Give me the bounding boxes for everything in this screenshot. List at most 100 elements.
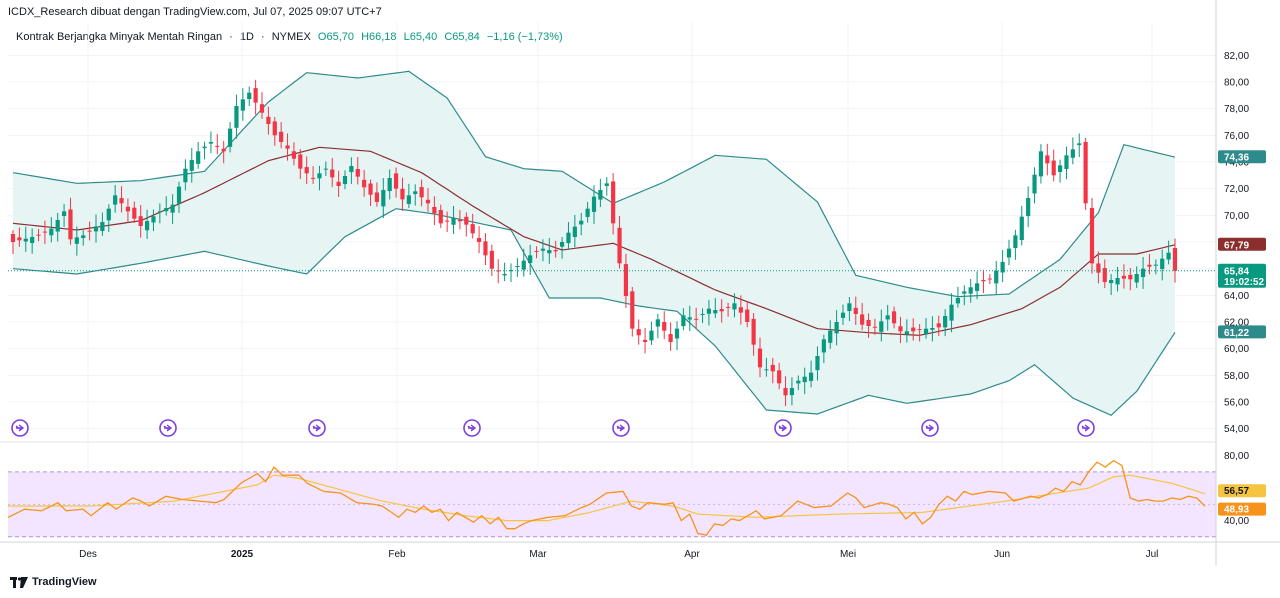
event-arrow-glyph xyxy=(312,424,322,432)
candle-body xyxy=(943,316,948,328)
candle-body xyxy=(898,326,903,332)
candle-body xyxy=(387,178,392,192)
rsi-badge xyxy=(1218,484,1266,498)
candle-body xyxy=(725,306,731,308)
symbol-legend: Kontrak Berjangka Minyak Mentah Ringan ·… xyxy=(16,31,563,43)
candle-body xyxy=(1038,151,1044,177)
interval-label[interactable]: 1D xyxy=(239,31,254,43)
candle-body xyxy=(106,208,111,221)
candle-body xyxy=(738,307,743,313)
candle-body xyxy=(419,187,424,198)
rsi-badge-label: 56,57 xyxy=(1224,486,1249,497)
rsi-ma-line xyxy=(8,474,1206,522)
bollinger-lower-line xyxy=(12,208,1176,417)
candle-body xyxy=(489,250,494,269)
candle-body xyxy=(36,234,41,236)
bollinger-band-fill xyxy=(13,71,1175,416)
candle-body xyxy=(496,270,501,272)
candle-body xyxy=(808,372,814,381)
candle-body xyxy=(272,121,277,136)
candle-body xyxy=(1147,264,1152,267)
candle-body xyxy=(853,307,858,314)
candle-body xyxy=(866,320,871,326)
candle-body xyxy=(528,255,533,264)
candle-body xyxy=(400,188,405,200)
event-arrow-glyph xyxy=(1081,424,1091,432)
candle-body xyxy=(304,167,309,174)
candle-body xyxy=(279,131,284,142)
candle-body xyxy=(49,228,54,236)
candle-body xyxy=(834,322,839,334)
candle-body xyxy=(694,318,699,320)
candle-body xyxy=(732,303,737,310)
price-badge xyxy=(1218,325,1266,339)
symbol-name[interactable]: Kontrak Berjangka Minyak Mentah Ringan xyxy=(16,31,223,43)
candle-body xyxy=(904,331,909,335)
candle-body xyxy=(30,237,35,243)
candle-body xyxy=(1102,268,1107,282)
rsi-tick-label: 80,00 xyxy=(1224,451,1249,462)
candle-body xyxy=(630,291,635,329)
candle-body xyxy=(176,186,182,204)
candle-body xyxy=(189,160,194,171)
candle-body xyxy=(745,309,750,322)
price-badge xyxy=(1218,263,1266,288)
candle-body xyxy=(438,209,443,224)
candle-body xyxy=(534,251,539,253)
event-arrow-glyph xyxy=(778,424,788,432)
time-tick-label: Mei xyxy=(840,549,856,560)
candle-body xyxy=(585,208,590,217)
candle-body xyxy=(885,315,890,320)
candle-body xyxy=(1121,275,1127,279)
candle-body xyxy=(828,330,833,343)
candle-body xyxy=(285,145,290,149)
candle-body xyxy=(1000,262,1005,273)
candle-body xyxy=(1153,264,1158,266)
price-tick-label: 80,00 xyxy=(1224,78,1249,89)
candle-body xyxy=(42,231,48,233)
candle-body xyxy=(1045,155,1050,164)
candle-body xyxy=(662,322,667,331)
candle-body xyxy=(310,177,316,179)
candle-body xyxy=(470,224,475,234)
candle-body xyxy=(374,192,380,202)
price-badge-label: 61,22 xyxy=(1224,328,1249,339)
candle-body xyxy=(183,168,188,183)
candle-body xyxy=(611,181,616,224)
candle-body xyxy=(323,168,328,170)
candle-body xyxy=(1128,274,1133,280)
rsi-badge xyxy=(1218,502,1266,516)
price-tick-label: 54,00 xyxy=(1224,424,1249,435)
candle-body xyxy=(1064,155,1069,169)
candle-body xyxy=(579,220,584,225)
candle-body xyxy=(642,339,648,342)
candle-body xyxy=(783,387,788,396)
candle-body xyxy=(151,216,156,223)
tradingview-footer[interactable]: TradingView xyxy=(10,576,97,588)
candle-body xyxy=(923,328,929,335)
event-arrow-glyph xyxy=(616,424,626,432)
candle-body xyxy=(330,169,335,178)
candle-body xyxy=(706,308,712,314)
candle-body xyxy=(777,370,782,384)
price-tick-label: 72,00 xyxy=(1224,184,1249,195)
candle-body xyxy=(362,179,367,188)
candle-body xyxy=(674,328,680,339)
rsi-tick-label: 40,00 xyxy=(1224,516,1249,527)
candle-body xyxy=(623,264,629,296)
candle-body xyxy=(10,234,16,242)
candle-body xyxy=(547,250,552,254)
candle-body xyxy=(68,209,73,240)
candle-body xyxy=(821,339,826,353)
candle-body xyxy=(342,176,348,185)
candle-body xyxy=(553,250,558,252)
tradingview-brand: TradingView xyxy=(32,576,97,588)
candle-body xyxy=(796,380,801,384)
candle-body xyxy=(559,242,565,247)
candle-body xyxy=(1006,248,1012,258)
candle-body xyxy=(968,287,973,294)
candle-body xyxy=(445,220,450,222)
candle-body xyxy=(221,148,226,152)
candle-body xyxy=(81,235,86,239)
